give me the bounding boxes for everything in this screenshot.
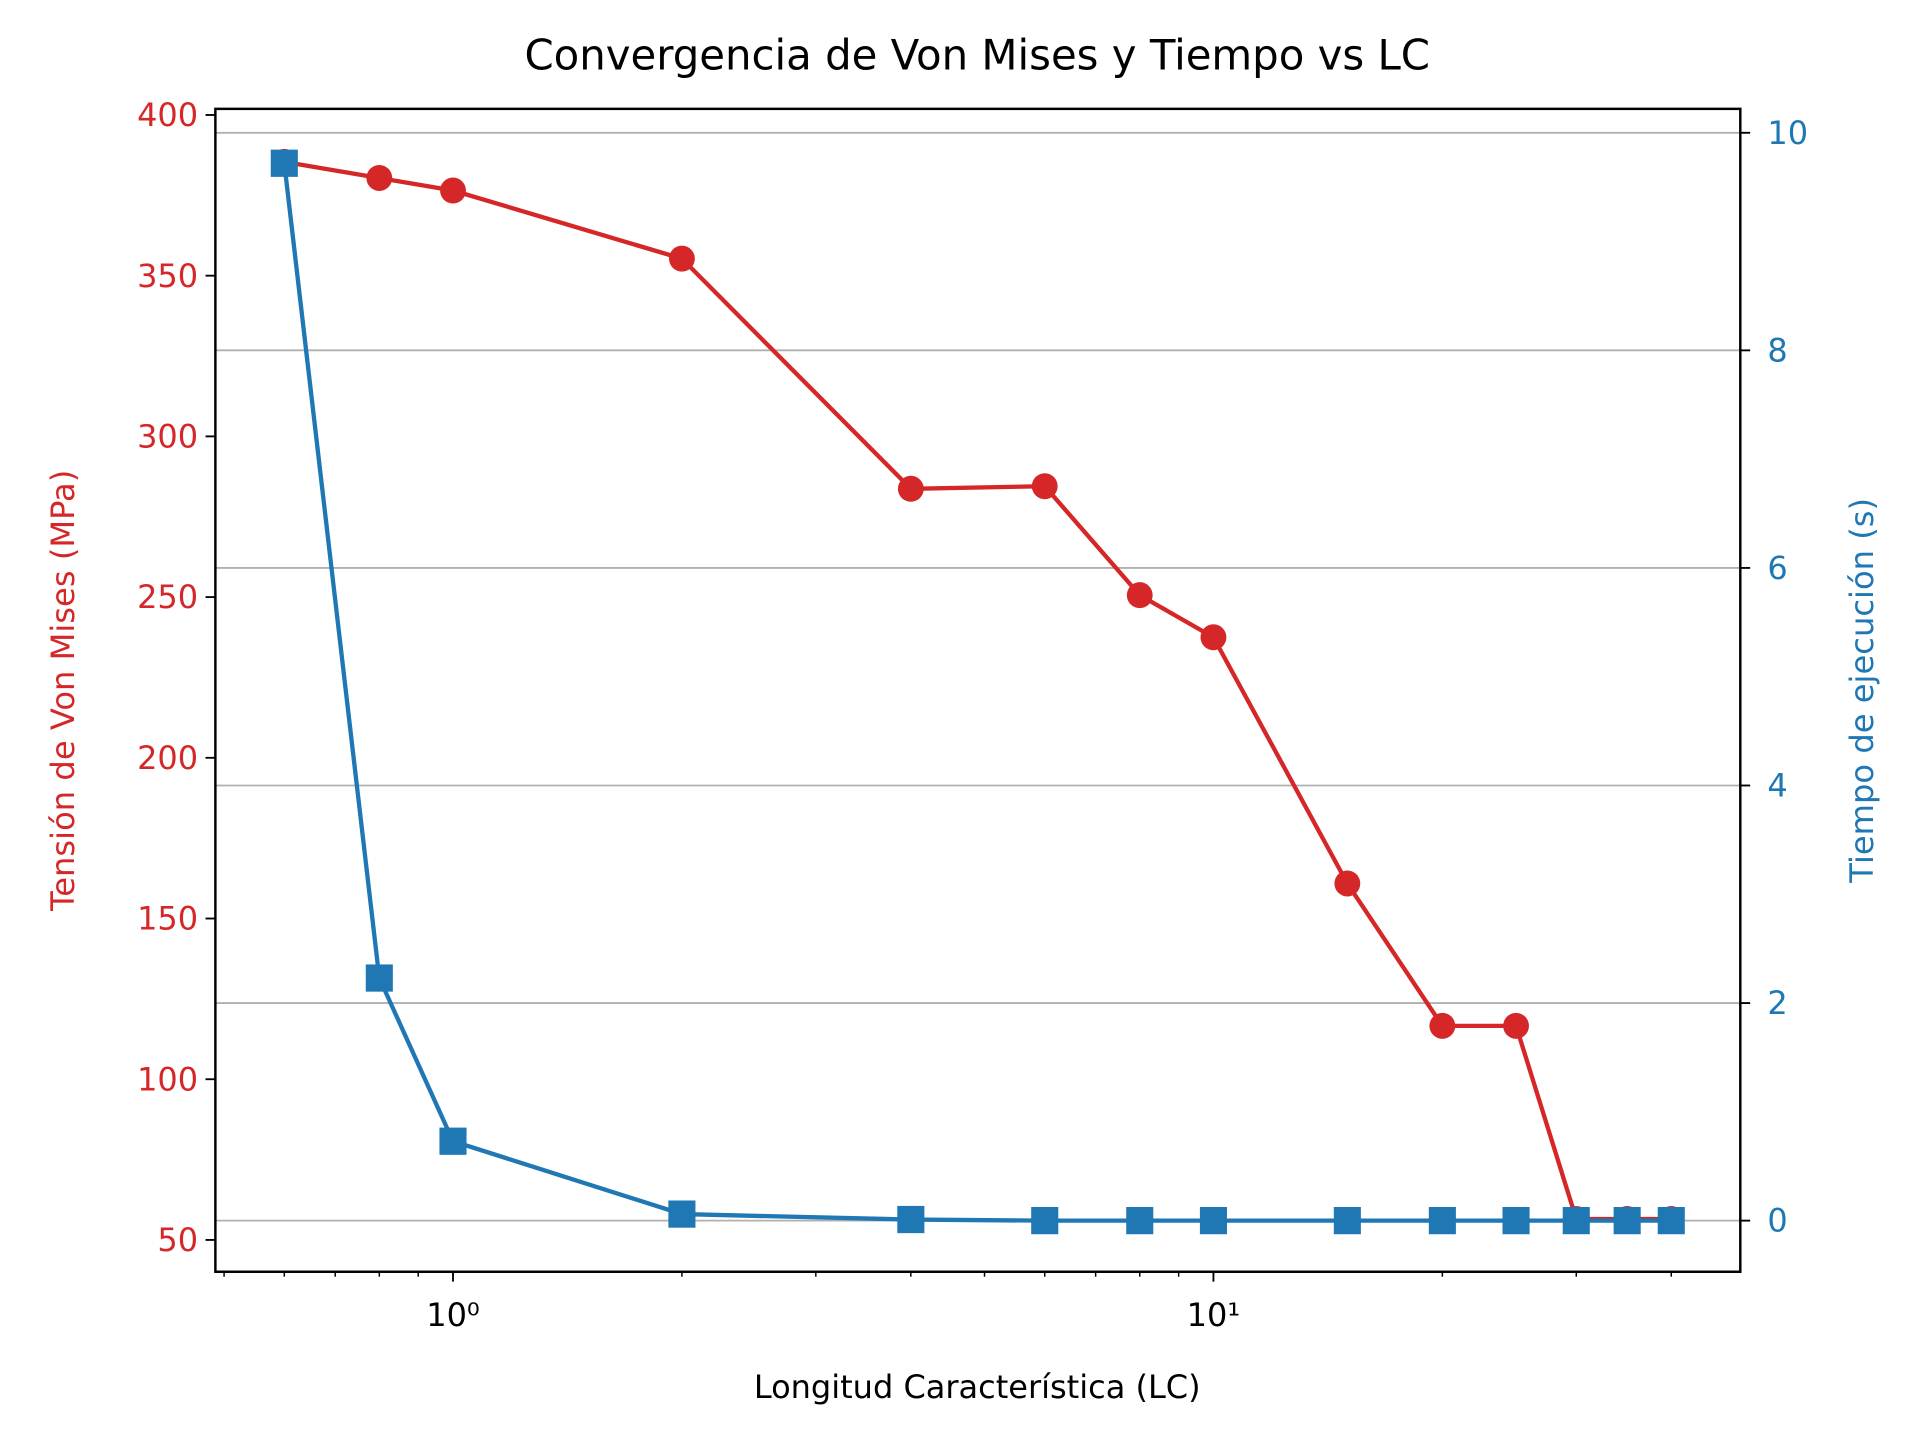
plot-area xyxy=(270,148,1685,1235)
square-marker xyxy=(1657,1207,1685,1235)
y2-axis-label: Tiempo de ejecución (s) xyxy=(1843,498,1881,884)
grid xyxy=(215,131,1741,1222)
y-tick-label: 350 xyxy=(137,257,198,295)
y2-tick-label: 2 xyxy=(1767,984,1787,1022)
y-tick-label: 400 xyxy=(137,96,198,134)
square-marker xyxy=(897,1205,925,1234)
x-axis-label: Longitud Característica (LC) xyxy=(754,1368,1201,1406)
series-line xyxy=(283,159,1672,1222)
square-marker xyxy=(1199,1207,1227,1235)
square-marker xyxy=(1502,1207,1530,1235)
y2-tick-label: 10 xyxy=(1767,114,1808,152)
square-marker xyxy=(270,149,298,177)
y2-tick-label: 4 xyxy=(1767,767,1787,805)
circle-marker xyxy=(1429,1012,1456,1039)
circle-marker xyxy=(668,245,695,272)
y-axis-label: Tensión de Von Mises (MPa) xyxy=(44,470,82,912)
square-marker xyxy=(1613,1207,1641,1235)
circle-marker xyxy=(1126,582,1153,609)
circle-marker xyxy=(1200,624,1227,651)
y-tick-label: 50 xyxy=(157,1221,198,1259)
y-tick-label: 200 xyxy=(137,739,198,777)
y2-tick-label: 8 xyxy=(1767,331,1787,369)
x-tick-label: 10⁰ xyxy=(426,1296,480,1334)
y2-tick-label: 6 xyxy=(1767,549,1787,587)
circle-marker xyxy=(1334,870,1361,897)
x-tick-label: 10¹ xyxy=(1187,1296,1241,1334)
square-marker xyxy=(668,1200,696,1228)
circle-marker xyxy=(897,475,924,502)
circle-marker xyxy=(1031,473,1058,500)
chart-title: Convergencia de Von Mises y Tiempo vs LC xyxy=(524,30,1430,79)
square-marker xyxy=(1031,1207,1059,1235)
square-marker xyxy=(439,1127,467,1155)
circle-marker xyxy=(366,164,393,191)
square-marker xyxy=(1428,1207,1456,1235)
circle-marker xyxy=(440,177,466,204)
square-marker xyxy=(1333,1207,1361,1235)
y-tick-label: 250 xyxy=(137,578,198,616)
y-tick-label: 100 xyxy=(137,1060,198,1098)
plot-frame xyxy=(214,107,1742,1273)
circle-marker xyxy=(1503,1012,1529,1039)
y2-tick-label: 0 xyxy=(1767,1202,1787,1240)
square-marker xyxy=(1126,1207,1154,1235)
y-tick-label: 300 xyxy=(137,417,198,455)
square-marker xyxy=(365,964,393,992)
square-marker xyxy=(1562,1207,1590,1235)
y-tick-label: 150 xyxy=(137,900,198,938)
